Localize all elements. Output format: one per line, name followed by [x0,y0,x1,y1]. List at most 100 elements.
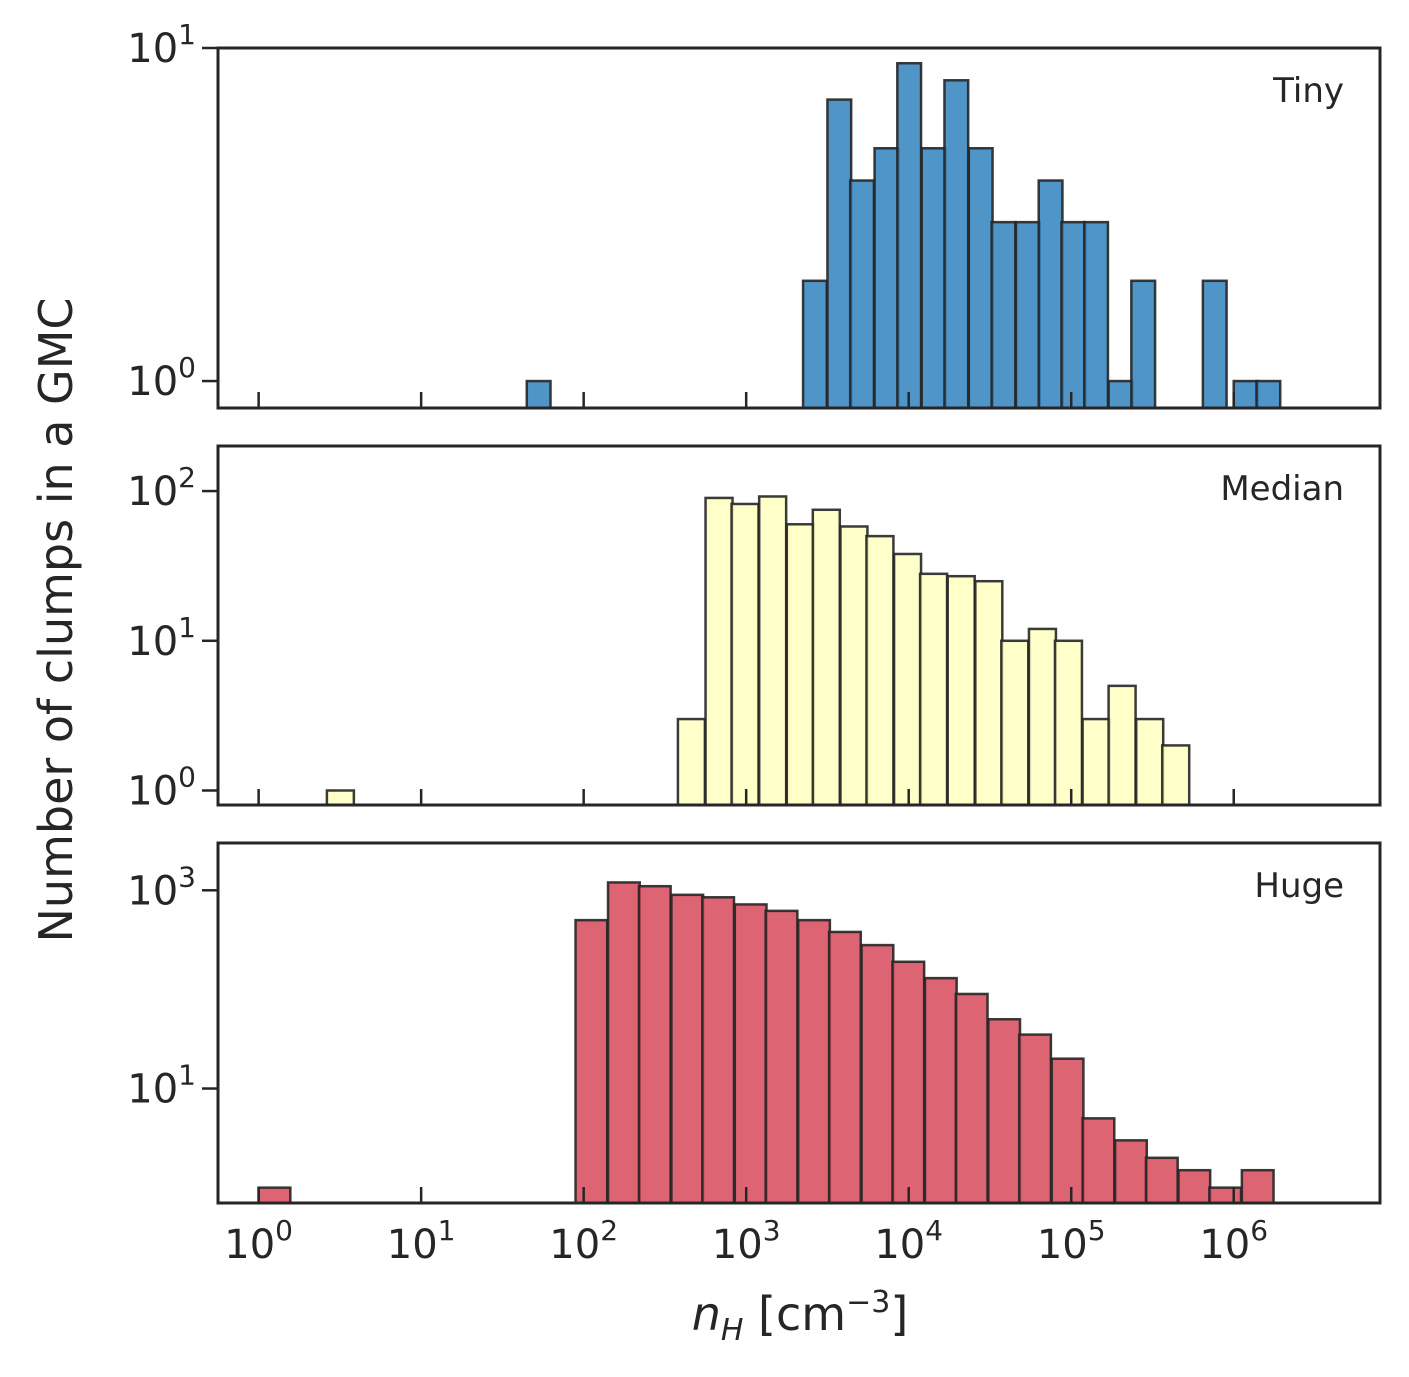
bar-tiny [943,79,970,410]
x-tick-label-base: 10 [549,1222,600,1268]
y-tick-label-exponent: 3 [178,860,196,893]
x-tick-label: 105 [1037,1214,1106,1268]
panel-frame-median [216,444,1382,807]
bar-median [1053,639,1084,807]
bar-tiny [1082,220,1110,410]
bar-tiny [1255,379,1282,410]
bar-median [1000,639,1030,807]
x-tick-label-base: 10 [387,1222,438,1268]
y-tick-label-base: 10 [127,359,178,405]
bar-huge [987,1018,1022,1205]
bar-huge [606,881,641,1205]
x-tick-label-base: 10 [1199,1222,1250,1268]
bar-tiny [990,220,1017,410]
y-tick-label-tiny: 100 [127,351,196,405]
y-tick-label-huge: 103 [127,860,196,914]
panel-label-median: Median [1220,469,1344,509]
bar-huge [891,960,926,1205]
bar-median [1107,684,1137,807]
x-tick-label: 103 [712,1214,781,1268]
bar-median [974,579,1004,807]
bar-tiny [848,179,876,410]
bar-huge [764,909,799,1205]
bar-tiny [826,98,853,410]
x-tick-label: 100 [224,1214,293,1268]
x-tick-label-exponent: 4 [925,1214,943,1247]
y-tick-label-median: 100 [127,760,196,814]
bar-huge [257,1186,292,1205]
y-tick-label-base: 10 [127,26,178,72]
bar-median [704,496,734,807]
y-tick-label-exponent: 1 [178,18,196,51]
bar-huge [860,943,895,1205]
x-tick-label-exponent: 2 [600,1214,618,1247]
panel-frame-tiny [216,46,1382,410]
panel-label-huge: Huge [1254,866,1344,906]
bar-tiny [1107,379,1134,410]
x-axis-label-subscript: H [721,1313,744,1348]
bar-huge [796,918,832,1205]
y-tick-label-base: 10 [127,768,178,814]
bar-tiny [801,279,829,410]
bar-huge [1017,1033,1053,1205]
x-tick-label-base: 10 [874,1222,925,1268]
panel-frame-huge [216,841,1382,1205]
y-tick-label-base: 10 [127,1067,178,1113]
y-tick-label-exponent: 1 [178,611,196,644]
bar-median [865,534,895,807]
x-tick-label: 101 [387,1214,456,1268]
y-tick-label-median: 102 [127,461,196,515]
x-axis-label: nH [cm−3] [692,1285,909,1348]
bar-huge [733,903,768,1205]
bar-median [730,502,760,807]
bars-huge [257,881,1275,1205]
bar-median [1027,627,1058,807]
bar-tiny [1232,379,1259,410]
bar-median [676,717,707,807]
bar-median [918,572,949,807]
bar-huge [923,976,958,1205]
y-tick-label-exponent: 0 [178,760,196,793]
y-tick-label-tiny: 101 [127,18,196,72]
bar-tiny [896,61,923,410]
bar-huge [670,893,705,1205]
x-tick-label-exponent: 1 [438,1214,456,1247]
x-tick-label: 104 [874,1214,943,1268]
x-tick-label-exponent: 6 [1250,1214,1268,1247]
bar-tiny [1014,220,1041,410]
y-tick-label-base: 10 [127,469,178,515]
x-tick-label-exponent: 3 [763,1214,781,1247]
bar-huge [574,918,609,1205]
x-tick-label-base: 10 [224,1222,275,1268]
bar-median [892,552,923,807]
bar-huge [701,896,736,1205]
bar-huge [1177,1168,1212,1205]
x-tick-label-exponent: 5 [1088,1214,1106,1247]
y-tick-label-base: 10 [127,619,178,665]
x-tick-labels: 100 101 102 103 104 105 106 [224,1214,1268,1268]
bar-median [946,574,976,807]
bar-huge [1208,1186,1243,1205]
x-tick-label-exponent: 0 [275,1214,293,1247]
bar-median [325,789,356,807]
bar-tiny [1037,179,1064,410]
bar-median [1134,717,1165,807]
bar-tiny [525,379,552,410]
bar-tiny [1060,220,1087,410]
y-tick-label-exponent: 2 [178,461,196,494]
bars-tiny [525,61,1282,410]
y-axis-label: Number of clumps in a GMC [29,297,83,942]
bar-tiny [873,147,900,410]
bar-huge [1081,1117,1116,1205]
bar-huge [1050,1057,1085,1205]
x-axis-label-variable: n [692,1287,721,1341]
bar-huge [637,884,672,1205]
bar-huge [954,992,989,1205]
y-tick-label-huge: 101 [127,1059,196,1113]
bar-tiny [920,147,947,410]
